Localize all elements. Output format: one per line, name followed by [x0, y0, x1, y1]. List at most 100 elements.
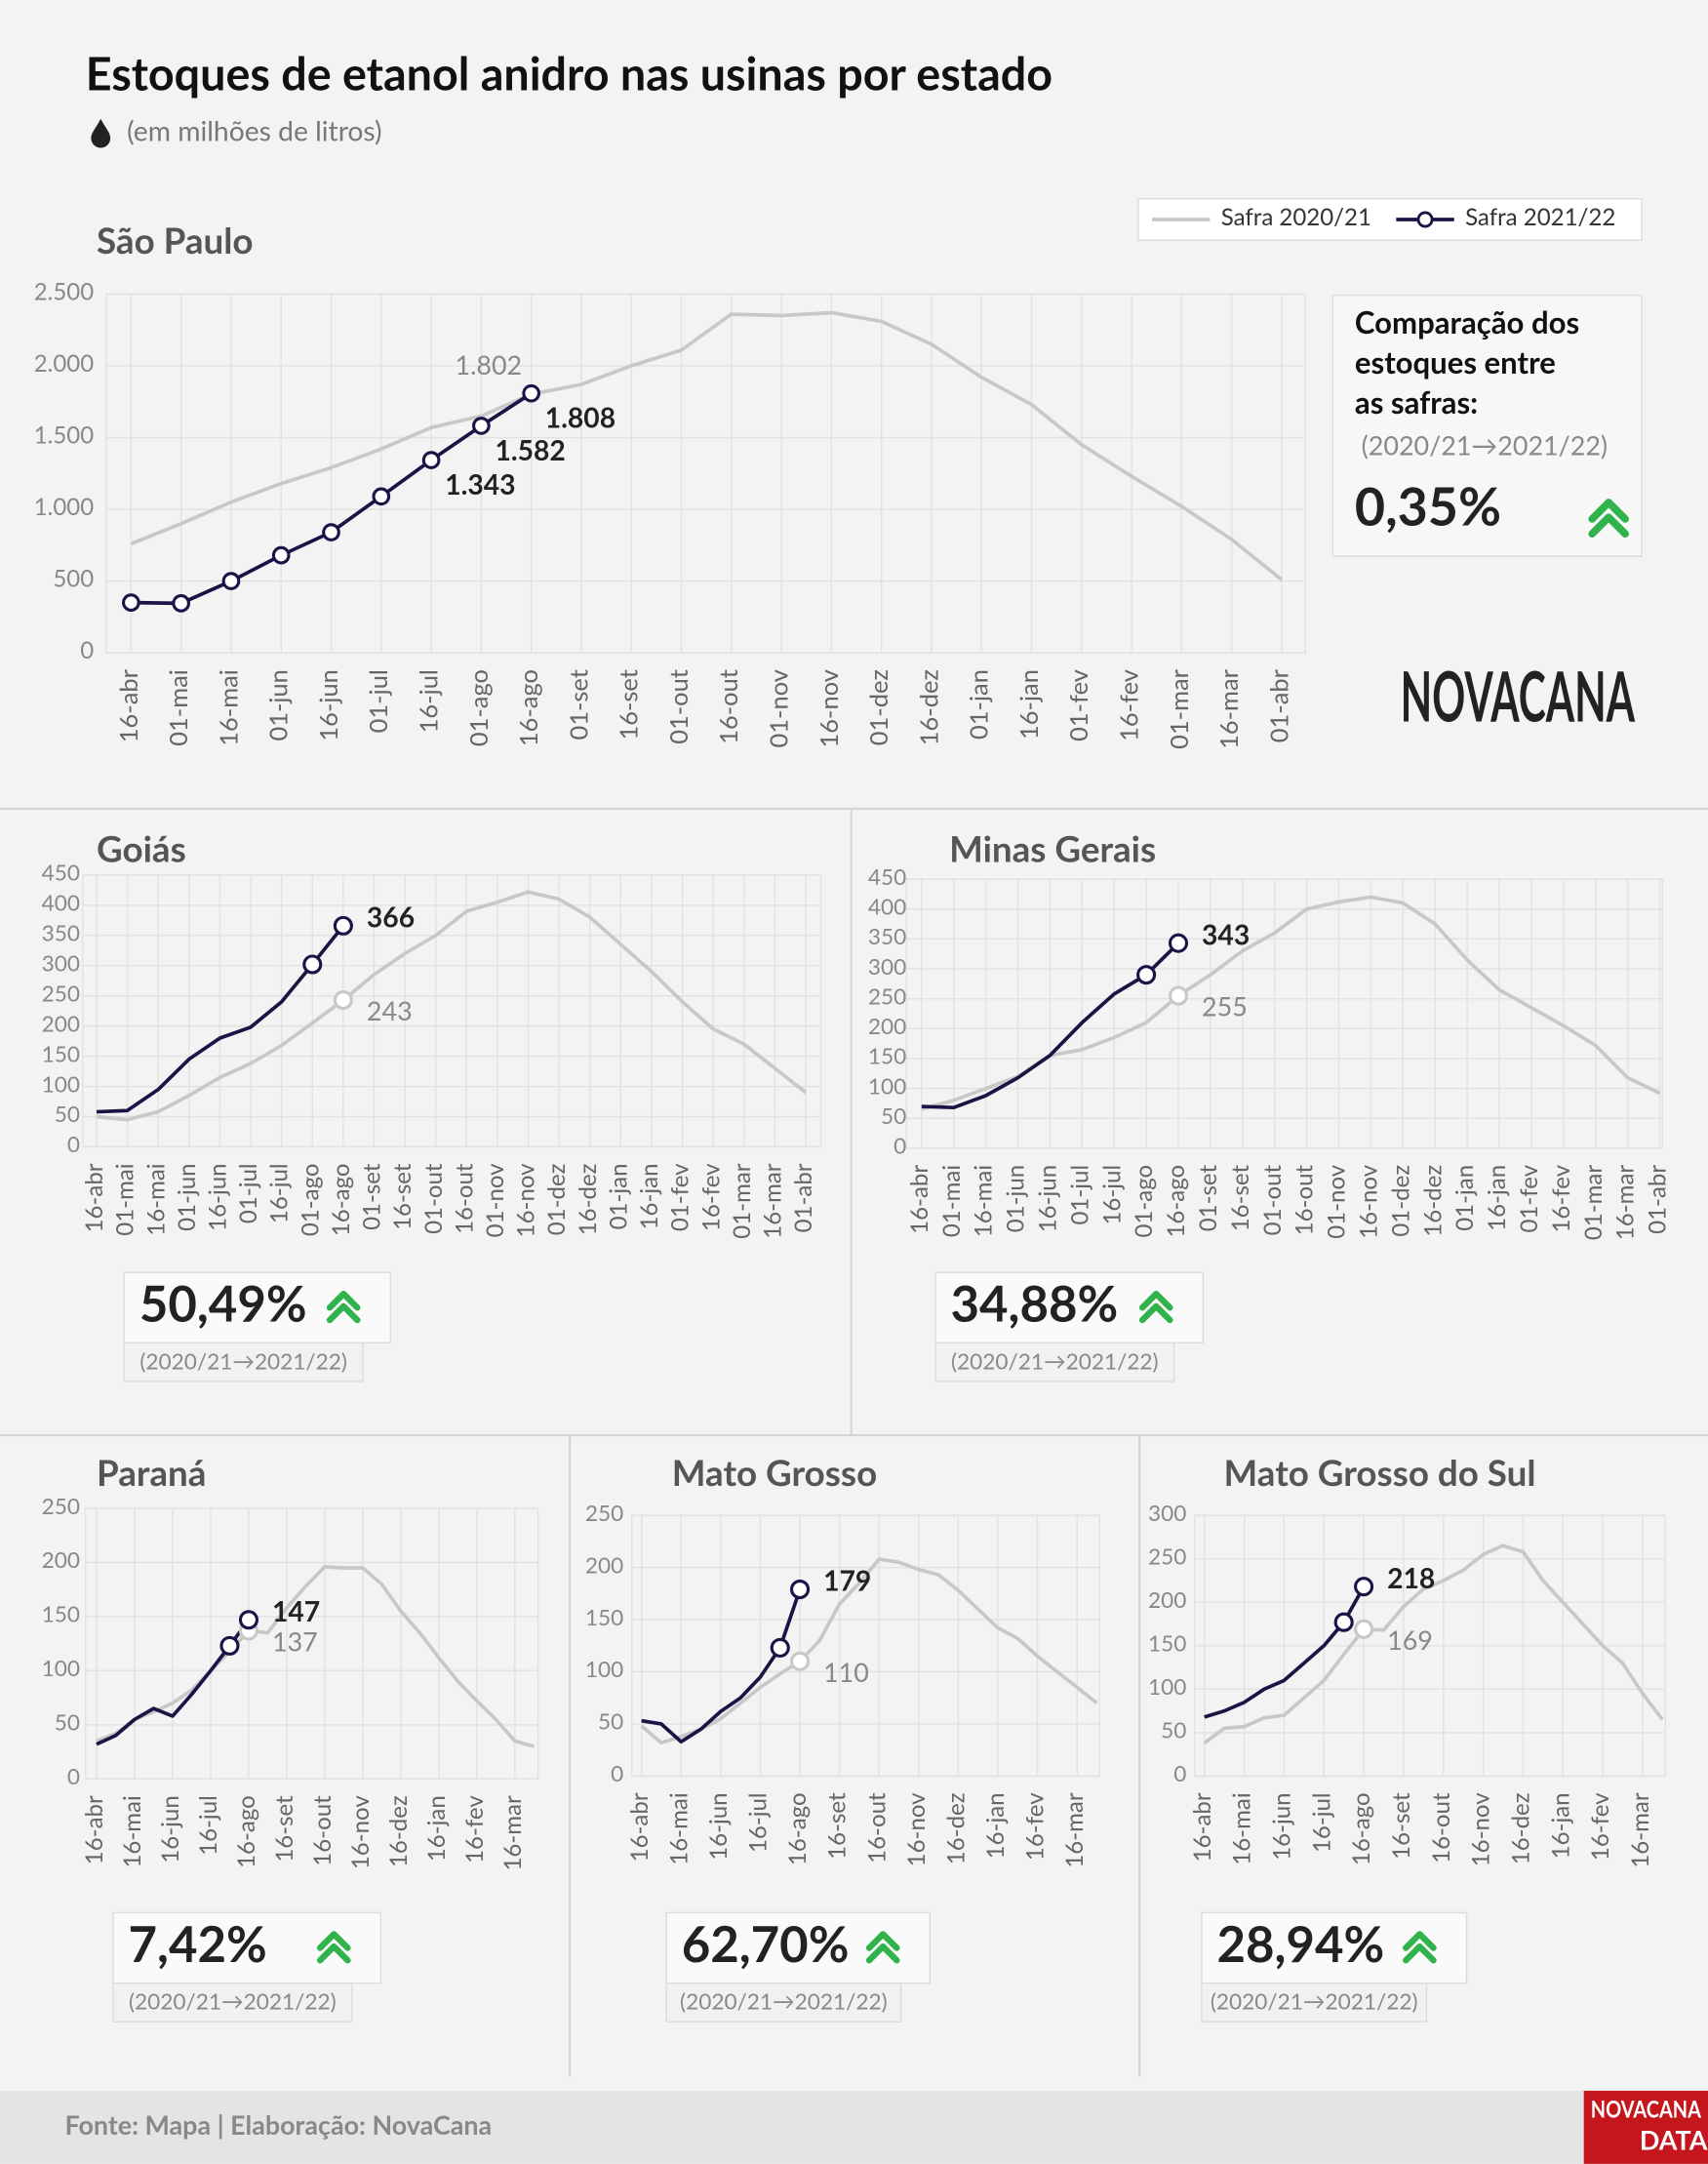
data-label: 137 — [272, 1624, 318, 1657]
point-marker — [1168, 933, 1189, 953]
x-tick-label: 16-set — [270, 1795, 298, 1863]
y-tick-label: 300 — [1148, 1500, 1186, 1526]
y-tick-label: 150 — [868, 1043, 906, 1069]
up-icon — [1588, 499, 1629, 539]
x-tick-label: 01-out — [664, 669, 694, 744]
series-line — [1203, 1543, 1664, 1745]
legend-label: Safra 2020/21 — [1221, 203, 1371, 231]
comparison-period: (2020/21→2021/22) — [1362, 429, 1608, 461]
x-tick-label: 16-set — [1226, 1164, 1254, 1231]
x-tick-label: 16-jul — [744, 1792, 773, 1853]
x-tick-label: 16-abr — [80, 1795, 108, 1864]
point-marker — [1354, 1577, 1374, 1597]
x-tick-label: 16-jun — [1268, 1792, 1296, 1860]
y-tick-label: 250 — [42, 980, 80, 1006]
x-tick-label: 16-mai — [118, 1795, 146, 1867]
x-tick-label: 01-fev — [666, 1163, 695, 1231]
x-tick-label: 01-ago — [464, 669, 494, 746]
x-tick-label: 16-out — [1427, 1792, 1455, 1863]
x-tick-label: 16-out — [1291, 1164, 1319, 1235]
x-tick-label: 16-mai — [970, 1165, 998, 1237]
x-tick-label: 16-mar — [758, 1163, 786, 1239]
x-tick-label: 16-abr — [905, 1165, 933, 1234]
x-tick-label: 01-abr — [1644, 1165, 1672, 1234]
data-label: 218 — [1387, 1562, 1435, 1595]
y-tick-label: 400 — [42, 890, 80, 916]
x-tick-label: 16-fev — [696, 1163, 725, 1231]
series-line — [96, 1565, 535, 1748]
point-marker — [1333, 1612, 1354, 1632]
comparison-heading: estoques entre — [1355, 343, 1556, 381]
x-tick-label: 16-out — [308, 1795, 337, 1866]
panel-dividers — [0, 807, 1708, 2077]
x-tick-label: 01-fev — [1064, 669, 1093, 741]
comparison-value: 50,49% — [139, 1273, 307, 1333]
data-label: 1.343 — [445, 468, 515, 501]
y-tick-label: 150 — [585, 1604, 623, 1630]
y-tick-label: 2.500 — [34, 277, 94, 305]
data-label: 1.808 — [545, 402, 616, 435]
point-marker — [122, 593, 140, 612]
x-tick-label: 01-out — [1258, 1164, 1287, 1235]
y-tick-label: 50 — [881, 1102, 906, 1129]
x-tick-label: 16-jan — [981, 1792, 1010, 1859]
x-tick-label: 01-jul — [364, 669, 393, 733]
y-tick-label: 250 — [42, 1493, 80, 1519]
point-marker — [1354, 1619, 1374, 1639]
x-tick-label: 01-ago — [1130, 1165, 1158, 1238]
badge-text: DATA — [1640, 2124, 1708, 2156]
x-tick-label: 16-fev — [1547, 1164, 1575, 1232]
data-label: 243 — [367, 994, 413, 1026]
point-marker — [302, 954, 323, 975]
up-icon — [1138, 1290, 1173, 1324]
y-tick-label: 2.000 — [34, 349, 94, 378]
period-box — [1201, 1982, 1428, 2023]
x-tick-label: 16-jul — [194, 1795, 222, 1856]
comparison-value: 7,42% — [129, 1913, 267, 1973]
series-line — [640, 1557, 1098, 1745]
y-tick-label: 250 — [868, 982, 906, 1009]
x-tick-label: 16-fev — [1021, 1792, 1050, 1861]
x-tick-label: 01-dez — [864, 669, 894, 745]
point-marker — [372, 487, 391, 506]
y-tick-label: 1.000 — [34, 493, 94, 521]
x-tick-label: 16-nov — [902, 1792, 931, 1867]
comparison-value: 62,70% — [682, 1913, 850, 1973]
y-tick-label: 450 — [868, 863, 906, 890]
x-tick-label: 16-out — [450, 1163, 478, 1234]
x-tick-label: 16-mar — [1214, 668, 1244, 749]
x-tick-label: 16-dez — [574, 1163, 602, 1235]
y-tick-label: 100 — [1148, 1673, 1186, 1700]
point-marker — [770, 1637, 790, 1658]
comparison-box — [1331, 295, 1643, 557]
up-icon — [865, 1931, 900, 1964]
badge-text: NOVACANA — [1591, 2095, 1701, 2123]
x-tick-label: 01-ago — [296, 1163, 324, 1236]
x-tick-label: 01-dez — [542, 1163, 571, 1235]
x-tick-label: 01-jul — [234, 1163, 262, 1223]
x-tick-label: 16-jun — [704, 1792, 733, 1860]
x-tick-label: 16-jan — [1483, 1165, 1511, 1231]
point-marker — [172, 594, 190, 613]
x-tick-label: 01-abr — [789, 1163, 817, 1232]
x-tick-label: 16-ago — [783, 1792, 812, 1865]
x-tick-label: 16-jun — [156, 1795, 184, 1863]
y-tick-label: 0 — [894, 1133, 906, 1159]
x-tick-label: 01-mai — [937, 1165, 966, 1237]
y-tick-label: 150 — [42, 1040, 80, 1066]
data-label: 366 — [367, 901, 415, 934]
period-box — [112, 1982, 353, 2023]
data-label: 179 — [823, 1565, 871, 1598]
point-marker — [1168, 985, 1189, 1006]
x-tick-label: 16-dez — [384, 1795, 413, 1867]
x-tick-label: 01-jul — [1065, 1165, 1093, 1225]
panel-title: Goiás — [97, 827, 186, 870]
comparison-heading: Comparação dos — [1355, 303, 1579, 341]
series-line — [921, 942, 1180, 1110]
x-tick-label: 01-set — [358, 1163, 386, 1230]
x-tick-label: 16-ago — [1347, 1792, 1375, 1865]
panel-title: Paraná — [97, 1451, 206, 1494]
x-tick-label: 16-mar — [1060, 1792, 1089, 1868]
period-box — [665, 1982, 902, 2023]
